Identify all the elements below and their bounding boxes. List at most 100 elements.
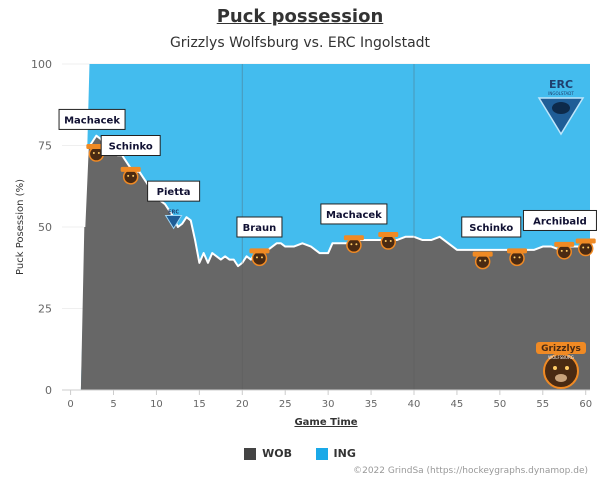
- callout-box: [58, 108, 126, 130]
- bear-eye-icon: [132, 174, 135, 177]
- legend: WOB ING: [0, 447, 600, 463]
- bear-head-icon: [509, 250, 525, 267]
- bear-head-icon: [346, 237, 362, 254]
- bear-eye-icon: [518, 256, 521, 259]
- callout-label: Machacek: [64, 115, 120, 126]
- grizzlys-banner-icon: [507, 248, 528, 254]
- callout-label: Pietta: [157, 187, 191, 198]
- goal-callout: Archibald: [522, 209, 597, 231]
- grizzlys-banner-icon: [575, 238, 596, 244]
- goal-callout: Machacek: [320, 203, 388, 225]
- goal-callouts: Machacek Schinko Pietta Braun Machacek Schink…: [58, 108, 597, 238]
- panther-shield-icon: [537, 97, 585, 136]
- bear-eye-icon: [560, 249, 563, 252]
- wob-goal-badge-icon: [507, 248, 528, 267]
- legend-item-wob[interactable]: WOB: [244, 447, 292, 460]
- wob-goal-badge-icon: [343, 235, 364, 254]
- x-tick-label: 20: [236, 399, 249, 410]
- erc-logo-subtext: INGOLSTADT: [548, 91, 574, 96]
- bear-eye-icon: [513, 256, 516, 259]
- bear-eye-icon: [92, 152, 95, 155]
- y-tick-label: 50: [38, 221, 52, 234]
- legend-swatch-ing: [315, 447, 328, 460]
- chart-title: Puck possession: [216, 6, 384, 27]
- wob-goal-badge-icon: [120, 166, 141, 185]
- bear-head-icon: [122, 169, 139, 185]
- credits[interactable]: ©2022 GrindSa (https://hockeygraphs.dyna…: [353, 466, 588, 476]
- x-tick-label: 50: [493, 399, 506, 410]
- area-wob: [80, 135, 590, 390]
- y-tick-label: 25: [38, 303, 52, 316]
- grizzlys-banner-icon: [343, 235, 364, 241]
- bear-eye-icon: [587, 246, 590, 249]
- callout-label: Machacek: [326, 210, 382, 221]
- grizzlys-logo-subtext: WOLFSBURG: [548, 355, 574, 360]
- grizzlys-logo-text: Grizzlys: [541, 344, 581, 354]
- bear-head-icon: [577, 240, 594, 257]
- panther-shield-icon: [164, 214, 183, 230]
- bear-eye-icon: [350, 243, 353, 246]
- chart-subtitle: Grizzlys Wolfsburg vs. ERC Ingolstadt: [169, 35, 431, 51]
- bear-eye-icon: [255, 256, 258, 259]
- bear-eye-icon: [127, 174, 130, 177]
- bear-eye-icon: [97, 152, 100, 155]
- legend-label-wob: WOB: [262, 447, 293, 460]
- x-tick-label: 15: [193, 399, 206, 410]
- callout-box: [461, 216, 522, 238]
- badge-text: ERC: [168, 209, 179, 215]
- x-tick-label: 25: [279, 399, 292, 410]
- x-axis-title: Game Time: [294, 417, 357, 428]
- bear-eye-icon: [565, 366, 569, 370]
- callout-box: [100, 135, 161, 156]
- bear-head-icon: [474, 253, 491, 270]
- goal-callout: Schinko: [461, 216, 522, 238]
- bear-eye-icon: [565, 249, 568, 252]
- x-tick-label: 30: [322, 399, 335, 410]
- legend-item-ing[interactable]: ING: [315, 447, 356, 460]
- x-tick-label: 0: [67, 399, 73, 410]
- x-tick-label: 35: [365, 399, 378, 410]
- bear-eye-icon: [553, 366, 557, 370]
- wob-goal-badge-icon: [575, 238, 596, 257]
- x-tick-label: 5: [110, 399, 116, 410]
- wob-goal-badge-icon: [378, 232, 399, 250]
- ing-goal-badge-icon: ERC: [164, 209, 183, 230]
- grizzlys-banner-icon: [378, 232, 399, 238]
- callout-label: Schinko: [469, 223, 513, 234]
- bear-eye-icon: [260, 256, 263, 259]
- callout-label: Archibald: [533, 216, 587, 227]
- y-tick-label: 100: [31, 58, 52, 71]
- bear-eye-icon: [384, 240, 387, 243]
- goal-callout: Schinko: [100, 135, 161, 156]
- callout-box: [147, 180, 201, 202]
- bear-snout-icon: [555, 374, 567, 382]
- erc-logo-text: ERC: [549, 78, 573, 91]
- x-tick-label: 45: [451, 399, 464, 410]
- bear-head-icon: [380, 234, 396, 250]
- callout-box: [320, 203, 388, 225]
- legend-swatch-wob: [244, 447, 257, 460]
- callout-label: Schinko: [109, 142, 153, 153]
- x-tick-label: 55: [536, 399, 549, 410]
- x-tick-label: 40: [408, 399, 421, 410]
- grizzlys-banner-icon: [536, 342, 586, 354]
- grizzlys-banner-icon: [120, 166, 141, 172]
- legend-label-ing: ING: [333, 447, 356, 460]
- wob-goal-badge-icon: [472, 251, 493, 270]
- wob-goal-badge-icon: [554, 241, 575, 260]
- bear-eye-icon: [355, 243, 358, 246]
- goal-callout: Braun: [236, 216, 283, 238]
- grizzlys-banner-icon: [554, 241, 575, 247]
- bear-eye-icon: [582, 246, 585, 249]
- x-tick-label: 60: [579, 399, 592, 410]
- axes: 0 25 50 75 100 0 5 10 15 20 25 30 35 40 45 50 55 60 Game T…: [15, 58, 592, 428]
- callout-box: [522, 209, 597, 231]
- bear-eye-icon: [479, 259, 482, 262]
- callout-box: [236, 216, 283, 238]
- bear-eye-icon: [389, 240, 392, 243]
- goal-callout: Pietta: [147, 180, 201, 202]
- wob-goal-badge-icon: [249, 248, 270, 267]
